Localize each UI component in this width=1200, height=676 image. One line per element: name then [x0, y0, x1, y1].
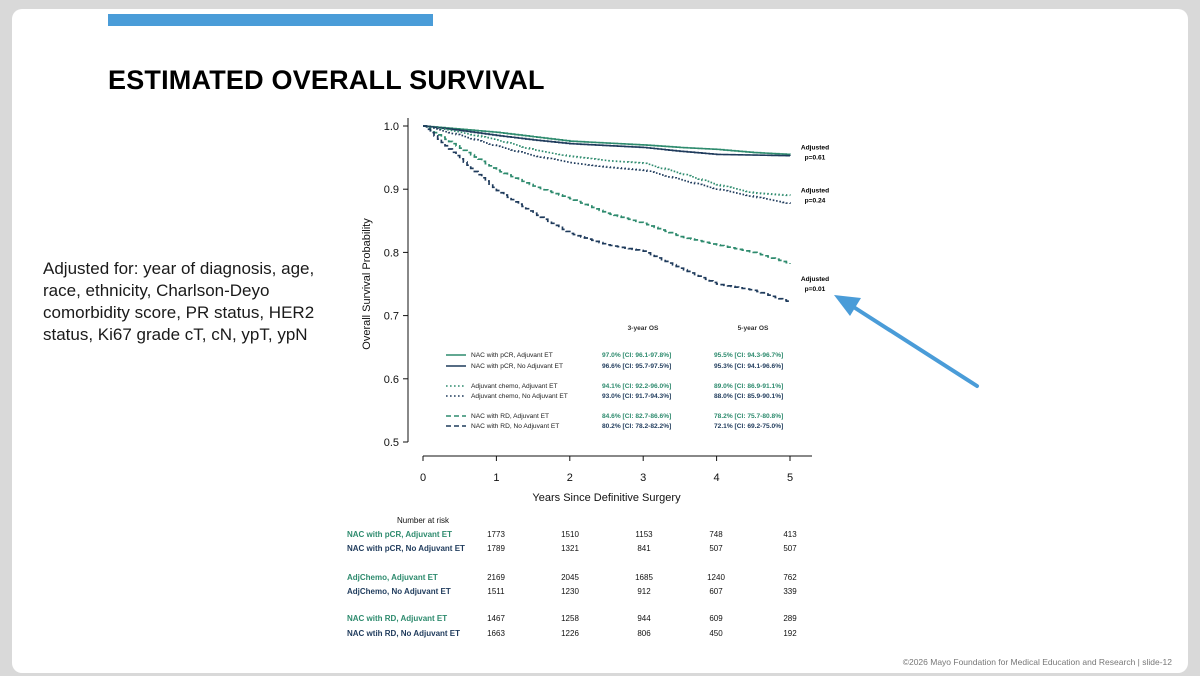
y-tick-label: 0.6	[384, 374, 399, 386]
risk-row-value: 507	[709, 544, 723, 553]
risk-row-label: NAC with pCR, Adjuvant ET	[347, 530, 452, 539]
risk-row-value: 1467	[487, 614, 505, 623]
legend-os5-value: 78.2% [CI: 75.7-80.8%]	[714, 413, 783, 420]
slide: ESTIMATED OVERALL SURVIVAL Adjusted for:…	[12, 9, 1188, 673]
risk-row-label: NAC with pCR, No Adjuvant ET	[347, 544, 465, 553]
pvalue-annotation-label: Adjusted	[801, 187, 829, 194]
risk-row-value: 1230	[561, 587, 579, 596]
x-tick-label: 2	[567, 472, 573, 484]
x-tick-label: 5	[787, 472, 793, 484]
risk-row-value: 289	[783, 614, 797, 623]
risk-row-value: 806	[637, 629, 651, 638]
y-axis-title: Overall Survival Probability	[361, 218, 373, 350]
pvalue-annotation-value: p=0.61	[805, 154, 826, 161]
legend-os5-value: 95.5% [CI: 94.3-96.7%]	[714, 352, 783, 359]
series-line	[423, 125, 791, 264]
series-line	[423, 125, 791, 156]
pvalue-annotation-value: p=0.01	[805, 286, 826, 293]
y-tick-label: 0.7	[384, 311, 399, 323]
legend-os3-value: 84.6% [CI: 82.7-86.6%]	[602, 413, 671, 420]
risk-row-value: 1685	[635, 573, 653, 582]
risk-row-value: 1663	[487, 629, 505, 638]
risk-row-value: 912	[637, 587, 651, 596]
pvalue-annotation-label: Adjusted	[801, 144, 829, 151]
risk-row-value: 192	[783, 629, 797, 638]
risk-row-value: 609	[709, 614, 723, 623]
risk-row-value: 2045	[561, 573, 579, 582]
x-tick-label: 3	[640, 472, 646, 484]
legend-os5-value: 89.0% [CI: 86.9-91.1%]	[714, 383, 783, 390]
legend-entry-label: Adjuvant chemo, Adjuvant ET	[471, 383, 558, 390]
legend-header-3yr: 3-year OS	[628, 325, 659, 332]
risk-row-label: NAC wtih RD, No Adjuvant ET	[347, 629, 460, 638]
legend-os3-value: 94.1% [CI: 92.2-96.0%]	[602, 383, 671, 390]
risk-row-value: 413	[783, 530, 797, 539]
series-line	[423, 125, 791, 197]
x-tick-label: 1	[493, 472, 499, 484]
risk-row-value: 1773	[487, 530, 505, 539]
legend-os3-value: 93.0% [CI: 91.7-94.3%]	[602, 393, 671, 400]
arrow-shaft	[850, 304, 979, 388]
arrow-head	[834, 295, 861, 316]
y-tick-label: 0.8	[384, 247, 399, 259]
legend-os3-value: 97.0% [CI: 96.1-97.8%]	[602, 352, 671, 359]
series-line	[423, 125, 791, 204]
pvalue-annotation-label: Adjusted	[801, 276, 829, 283]
adjusted-note: Adjusted for: year of diagnosis, age, ra…	[43, 259, 315, 344]
risk-row-value: 1226	[561, 629, 579, 638]
series-line	[423, 125, 791, 157]
risk-row-value: 1789	[487, 544, 505, 553]
x-tick-label: 4	[714, 472, 720, 484]
risk-row-value: 507	[783, 544, 797, 553]
risk-row-label: AdjChemo, No Adjuvant ET	[347, 587, 451, 596]
legend-header-5yr: 5-year OS	[738, 325, 769, 332]
risk-row-value: 607	[709, 587, 723, 596]
risk-row-value: 1510	[561, 530, 579, 539]
x-axis-title: Years Since Definitive Surgery	[532, 492, 681, 504]
risk-row-value: 1153	[635, 530, 653, 539]
series-line	[423, 125, 791, 303]
pvalue-annotation-value: p=0.24	[805, 197, 826, 204]
legend-os5-value: 95.3% [CI: 94.1-96.6%]	[714, 363, 783, 370]
slide-footer: ©2026 Mayo Foundation for Medical Educat…	[902, 657, 1172, 667]
risk-row-label: AdjChemo, Adjuvant ET	[347, 573, 438, 582]
legend-entry-label: NAC with pCR, No Adjuvant ET	[471, 363, 563, 370]
risk-row-value: 1511	[487, 587, 505, 596]
title-accent-bar	[108, 14, 433, 26]
risk-row-value: 841	[637, 544, 651, 553]
legend-os3-value: 80.2% [CI: 78.2-82.2%]	[602, 423, 671, 430]
y-tick-label: 1.0	[384, 121, 399, 133]
y-tick-label: 0.5	[384, 437, 399, 449]
legend-entry-label: NAC with RD, No Adjuvant ET	[471, 423, 559, 430]
x-tick-label: 0	[420, 472, 426, 484]
slide-title: ESTIMATED OVERALL SURVIVAL	[108, 65, 545, 95]
risk-row-value: 1240	[707, 573, 725, 582]
risk-table-header: Number at risk	[397, 516, 450, 525]
risk-row-label: NAC with RD, Adjuvant ET	[347, 614, 447, 623]
risk-row-value: 1258	[561, 614, 579, 623]
legend-entry-label: NAC with RD, Adjuvant ET	[471, 413, 549, 420]
y-tick-label: 0.9	[384, 184, 399, 196]
legend-entry-label: NAC with pCR, Adjuvant ET	[471, 352, 553, 359]
legend-os3-value: 96.6% [CI: 95.7-97.5%]	[602, 363, 671, 370]
legend-entry-label: Adjuvant chemo, No Adjuvant ET	[471, 393, 568, 400]
risk-row-value: 762	[783, 573, 797, 582]
risk-row-value: 450	[709, 629, 723, 638]
risk-row-value: 339	[783, 587, 797, 596]
risk-row-value: 2169	[487, 573, 505, 582]
risk-row-value: 944	[637, 614, 651, 623]
legend-os5-value: 72.1% [CI: 69.2-75.0%]	[714, 423, 783, 430]
risk-row-value: 1321	[561, 544, 579, 553]
risk-row-value: 748	[709, 530, 723, 539]
legend-os5-value: 88.0% [CI: 85.9-90.1%]	[714, 393, 783, 400]
